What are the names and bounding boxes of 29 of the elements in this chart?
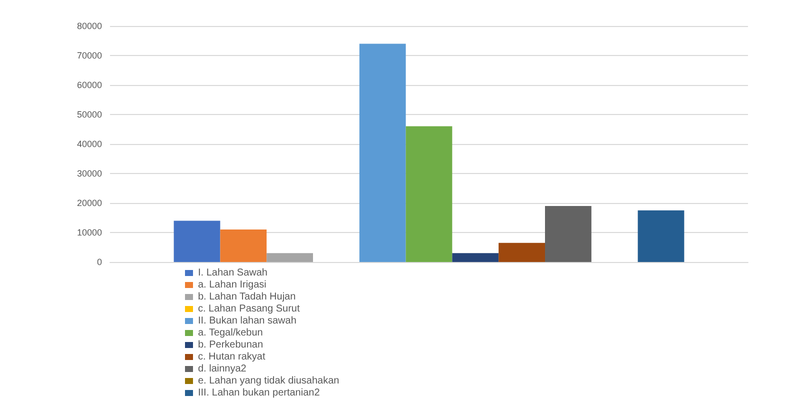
y-tick-label: 40000 (76, 139, 102, 149)
legend-label: b. Perkebunan (198, 340, 264, 350)
legend-label: III. Lahan bukan pertanian2 (198, 388, 320, 398)
legend-label: e. Lahan yang tidak diusahakan (198, 376, 340, 386)
y-tick-label: 70000 (76, 50, 102, 60)
bar (406, 126, 452, 262)
legend-label: d. lainnya2 (198, 364, 247, 374)
bar (498, 242, 545, 262)
y-tick-label: 60000 (76, 80, 102, 90)
bar (266, 253, 313, 262)
y-tick-label: 0 (96, 257, 102, 267)
bar (174, 220, 220, 262)
legend-label: c. Lahan Pasang Surut (198, 304, 300, 314)
legend-label: b. Lahan Tadah Hujan (198, 292, 296, 302)
y-tick-label: 30000 (76, 168, 102, 178)
y-tick-label: 10000 (76, 228, 102, 238)
bar (452, 253, 499, 262)
bar (638, 210, 684, 262)
bar (545, 206, 592, 262)
legend-label: a. Tegal/kebun (198, 328, 263, 338)
legend-label: II. Bukan lahan sawah (198, 316, 296, 326)
bar (220, 230, 267, 262)
y-tick-label: 50000 (76, 110, 102, 120)
y-tick-label: 80000 (76, 21, 102, 31)
legend-label: c. Hutan rakyat (198, 352, 266, 362)
legend-label: a. Lahan Irigasi (198, 280, 266, 290)
legend-label: I. Lahan Sawah (198, 268, 268, 278)
y-tick-label: 20000 (76, 198, 102, 208)
bar (359, 44, 406, 262)
